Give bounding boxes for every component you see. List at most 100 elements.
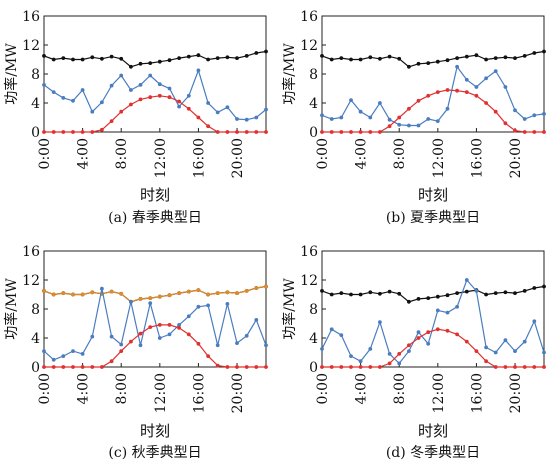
data-point: [329, 327, 334, 332]
x-tick-label: 8:00: [392, 373, 408, 404]
data-point: [349, 98, 353, 102]
series-line: [44, 324, 266, 368]
data-point: [474, 289, 479, 293]
data-point: [387, 54, 392, 59]
data-point: [129, 64, 133, 69]
data-point: [320, 130, 324, 134]
data-point: [109, 289, 114, 294]
data-point: [532, 319, 537, 324]
y-tick-label: 4: [31, 96, 40, 112]
data-point: [329, 292, 334, 297]
x-tick-label: 12:00: [153, 373, 169, 413]
data-point: [196, 341, 201, 346]
plot-frame: [321, 250, 545, 368]
data-point: [522, 339, 527, 344]
data-point: [445, 88, 450, 92]
data-point: [349, 365, 353, 369]
data-point: [157, 323, 162, 327]
data-point: [119, 291, 124, 296]
data-point: [254, 130, 259, 134]
data-point: [435, 59, 440, 64]
y-tick-label: 0: [31, 125, 40, 141]
x-tick-label: 0:00: [315, 373, 331, 404]
data-point: [397, 352, 402, 356]
series-line: [43, 68, 267, 121]
data-point: [484, 76, 488, 81]
data-point: [435, 327, 440, 332]
data-point: [167, 86, 172, 91]
data-point: [264, 284, 268, 289]
data-point: [206, 292, 211, 297]
data-point: [513, 365, 517, 369]
data-point: [329, 130, 334, 134]
data-point: [503, 290, 508, 295]
data-point: [177, 99, 182, 104]
data-point: [407, 349, 411, 353]
x-tick-label: 12:00: [431, 138, 447, 178]
data-point: [51, 357, 56, 362]
data-point: [186, 93, 191, 98]
data-point: [426, 296, 431, 300]
data-point: [235, 56, 239, 60]
data-point: [109, 359, 114, 364]
series-1: [42, 49, 268, 69]
data-point: [206, 354, 211, 358]
x-tick-label: 4:00: [76, 373, 92, 404]
data-point: [167, 58, 172, 63]
chart-panel-1: 0 4 8 12 16 0:00 4:00 8:00 12:00 16:00 20:00 功率/MW 时…: [3, 9, 268, 226]
x-axis-label: 时刻: [140, 422, 170, 440]
data-point: [254, 365, 259, 369]
data-point: [368, 347, 373, 351]
data-point: [426, 341, 431, 346]
data-point: [61, 291, 66, 295]
data-point: [387, 289, 392, 294]
data-point: [119, 109, 124, 114]
data-point: [51, 130, 56, 134]
data-point: [484, 57, 488, 62]
series-3: [42, 93, 268, 134]
data-point: [157, 82, 162, 87]
data-point: [157, 336, 162, 340]
series-line: [43, 285, 267, 303]
data-point: [225, 302, 230, 306]
data-point: [435, 90, 440, 94]
x-axis-label: 时刻: [418, 186, 448, 204]
panel-caption: (b) 夏季典型日: [386, 210, 480, 226]
data-point: [90, 130, 95, 134]
data-point: [522, 365, 527, 369]
data-point: [177, 326, 182, 330]
data-point: [100, 127, 104, 132]
data-point: [225, 105, 230, 110]
data-point: [42, 365, 46, 369]
y-tick-label: 0: [309, 125, 318, 141]
data-point: [435, 308, 440, 313]
data-point: [455, 332, 459, 337]
data-point: [407, 64, 411, 69]
data-point: [445, 328, 450, 333]
data-point: [542, 130, 546, 134]
data-point: [215, 56, 220, 60]
data-point: [532, 286, 537, 290]
data-point: [320, 113, 324, 118]
data-point: [397, 115, 402, 120]
data-point: [426, 61, 431, 65]
data-point: [129, 88, 133, 92]
data-point: [455, 304, 459, 309]
data-point: [129, 102, 133, 107]
data-point: [349, 292, 353, 297]
data-point: [196, 53, 201, 58]
y-tick-label: 16: [300, 244, 318, 260]
x-tick-label: 0:00: [37, 138, 53, 169]
data-point: [177, 56, 182, 60]
data-point: [320, 347, 324, 351]
data-point: [445, 293, 450, 298]
data-point: [522, 289, 527, 293]
data-point: [368, 130, 373, 134]
data-point: [235, 130, 239, 134]
x-tick-label: 4:00: [354, 138, 370, 169]
data-point: [138, 83, 143, 87]
data-point: [90, 334, 95, 339]
data-point: [157, 59, 162, 64]
data-point: [368, 365, 373, 369]
